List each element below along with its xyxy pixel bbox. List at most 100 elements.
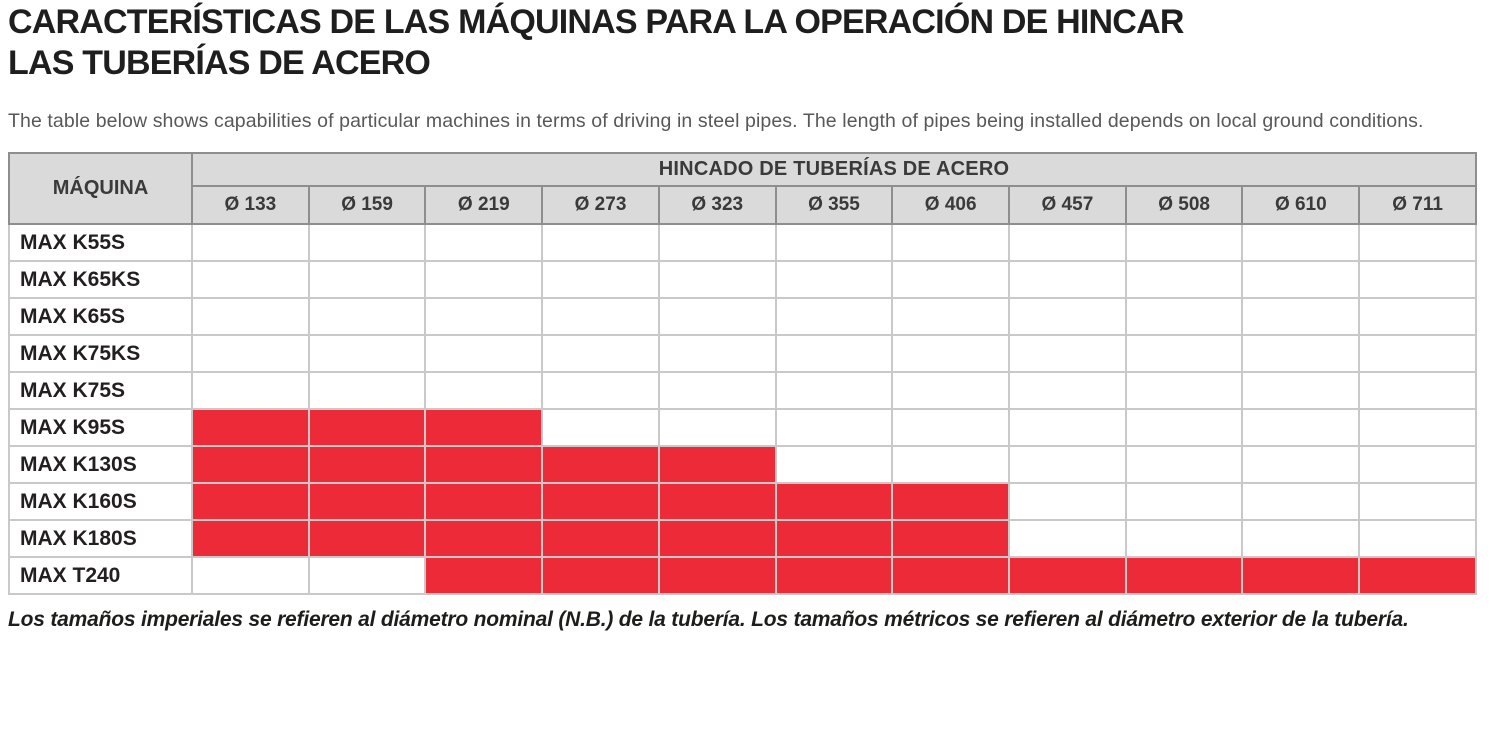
empty-cell (1008, 408, 1127, 447)
capable-cell (1008, 556, 1127, 595)
empty-cell (891, 408, 1011, 447)
empty-cell (1358, 445, 1477, 484)
empty-cell (541, 223, 660, 262)
empty-cell (1241, 334, 1361, 373)
empty-cell (1241, 223, 1361, 262)
table-row: MAX K130S (8, 445, 1477, 484)
empty-cell (424, 371, 544, 410)
diameter-header-457: Ø 457 (1008, 185, 1127, 225)
diameter-header-219: Ø 219 (424, 185, 544, 225)
capable-cell (1124, 556, 1244, 595)
empty-cell (657, 408, 777, 447)
capable-cell (424, 482, 544, 521)
capable-cell (307, 445, 427, 484)
empty-cell (307, 556, 427, 595)
empty-cell (891, 260, 1011, 299)
empty-cell (657, 371, 777, 410)
empty-cell (1241, 297, 1361, 336)
table-row: MAX K75KS (8, 334, 1477, 373)
table-row: MAX K65S (8, 297, 1477, 336)
empty-cell (657, 223, 777, 262)
empty-cell (1241, 408, 1361, 447)
capable-cell (657, 519, 777, 558)
diameter-header-133: Ø 133 (191, 185, 310, 225)
empty-cell (1008, 334, 1127, 373)
empty-cell (1008, 260, 1127, 299)
capable-cell (191, 482, 310, 521)
machine-name: MAX K130S (8, 445, 193, 484)
empty-cell (1241, 482, 1361, 521)
empty-cell (657, 260, 777, 299)
machine-name: MAX T240 (8, 556, 193, 595)
capable-cell (891, 519, 1011, 558)
capable-cell (891, 556, 1011, 595)
table-row: MAX K65KS (8, 260, 1477, 299)
machine-name: MAX K160S (8, 482, 193, 521)
empty-cell (1124, 371, 1244, 410)
empty-cell (541, 334, 660, 373)
machine-capability-table: MÁQUINA HINCADO DE TUBERÍAS DE ACERO Ø 1… (8, 152, 1477, 595)
capable-cell (424, 519, 544, 558)
empty-cell (657, 297, 777, 336)
diameter-header-711: Ø 711 (1358, 185, 1477, 225)
table-row: MAX K75S (8, 371, 1477, 410)
empty-cell (657, 334, 777, 373)
empty-cell (424, 223, 544, 262)
empty-cell (1124, 445, 1244, 484)
empty-cell (774, 334, 894, 373)
empty-cell (774, 223, 894, 262)
empty-cell (307, 223, 427, 262)
empty-cell (1124, 408, 1244, 447)
table-row: MAX K55S (8, 223, 1477, 262)
empty-cell (424, 297, 544, 336)
empty-cell (891, 223, 1011, 262)
capable-cell (774, 519, 894, 558)
capable-cell (307, 408, 427, 447)
capable-cell (1358, 556, 1477, 595)
empty-cell (191, 556, 310, 595)
capable-cell (541, 482, 660, 521)
empty-cell (1008, 482, 1127, 521)
empty-cell (1241, 371, 1361, 410)
machine-name: MAX K180S (8, 519, 193, 558)
empty-cell (1124, 297, 1244, 336)
empty-cell (1358, 334, 1477, 373)
capable-cell (424, 408, 544, 447)
empty-cell (191, 334, 310, 373)
empty-cell (1358, 297, 1477, 336)
empty-cell (774, 260, 894, 299)
capable-cell (424, 445, 544, 484)
diameter-header-159: Ø 159 (307, 185, 427, 225)
diameter-header-406: Ø 406 (891, 185, 1011, 225)
capable-cell (307, 519, 427, 558)
machine-name: MAX K75S (8, 371, 193, 410)
capable-cell (307, 482, 427, 521)
empty-cell (774, 408, 894, 447)
capable-cell (541, 445, 660, 484)
empty-cell (1358, 408, 1477, 447)
capable-cell (657, 445, 777, 484)
diameter-header-355: Ø 355 (774, 185, 894, 225)
empty-cell (1124, 223, 1244, 262)
page-title: CARACTERÍSTICAS DE LAS MÁQUINAS PARA LA … (8, 2, 1497, 84)
empty-cell (891, 297, 1011, 336)
empty-cell (1358, 482, 1477, 521)
diameter-header-610: Ø 610 (1241, 185, 1361, 225)
empty-cell (1358, 519, 1477, 558)
machine-name: MAX K75KS (8, 334, 193, 373)
table-row: MAX K180S (8, 519, 1477, 558)
machine-name: MAX K65KS (8, 260, 193, 299)
capable-cell (424, 556, 544, 595)
empty-cell (307, 297, 427, 336)
capable-cell (774, 556, 894, 595)
table-header: MÁQUINA HINCADO DE TUBERÍAS DE ACERO Ø 1… (8, 152, 1477, 225)
page-title-line-2: LAS TUBERÍAS DE ACERO (8, 44, 431, 82)
empty-cell (541, 297, 660, 336)
empty-cell (1008, 445, 1127, 484)
capable-cell (774, 482, 894, 521)
capable-cell (541, 519, 660, 558)
empty-cell (774, 445, 894, 484)
capable-cell (657, 482, 777, 521)
empty-cell (1124, 482, 1244, 521)
diameter-header-row: Ø 133 Ø 159 Ø 219 Ø 273 Ø 323 Ø 355 Ø 406 Ø 457… (9, 185, 1477, 225)
